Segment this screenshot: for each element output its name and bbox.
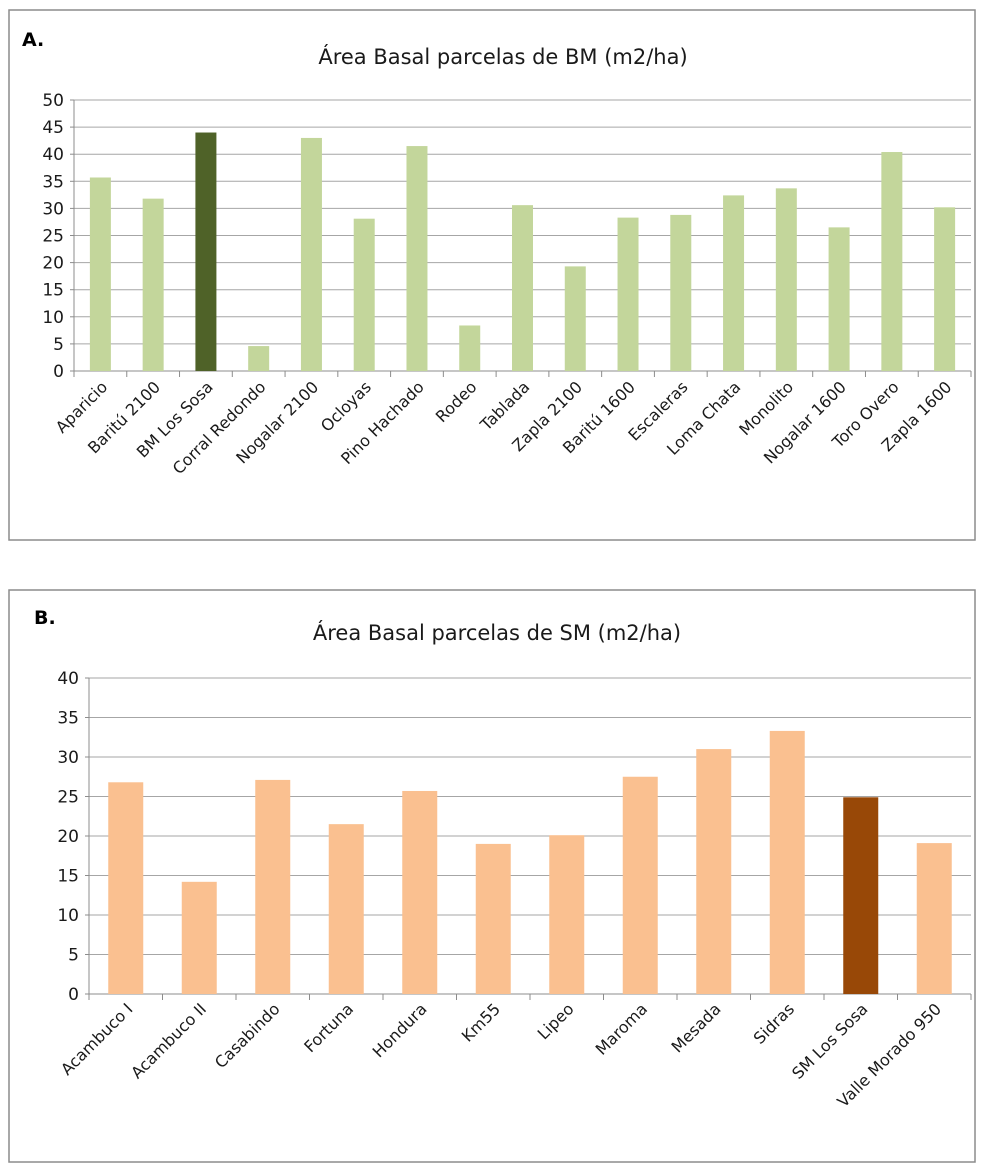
chart-a-y-tick-label: 20: [42, 254, 64, 274]
chart-b-y-tick-label: 35: [57, 709, 79, 729]
chart-a-bar: [775, 188, 797, 371]
chart-a-bar: [723, 195, 745, 371]
chart-b-y-tick-label: 15: [57, 867, 79, 887]
chart-a-bar: [353, 218, 375, 371]
chart-a-y-tick-label: 5: [53, 335, 64, 355]
chart-a-bar: [512, 205, 533, 371]
chart-b-y-tick-label: 0: [68, 985, 79, 1005]
chart-a-bar: [670, 214, 692, 371]
chart-a-bar: [89, 177, 111, 371]
chart-a-panel-label: A.: [22, 29, 44, 51]
chart-b-y-tick-label: 40: [57, 669, 79, 689]
chart-b-y-tick-label: 10: [57, 906, 79, 926]
chart-a-y-tick-label: 15: [42, 281, 64, 301]
chart-b-bar: [549, 835, 585, 994]
chart-b-title: Área Basal parcelas de SM (m2/ha): [313, 620, 681, 645]
chart-b-bar: [181, 881, 217, 994]
chart-a-bar: [195, 132, 217, 371]
chart-a-title: Área Basal parcelas de BM (m2/ha): [318, 44, 687, 69]
chart-b-bar: [402, 790, 438, 994]
chart-b-bar: [769, 730, 805, 994]
chart-a-y-tick-label: 40: [42, 145, 64, 165]
chart-a-y-tick-label: 45: [42, 118, 64, 138]
chart-b-panel-label: B.: [34, 607, 56, 629]
chart-a-bar: [617, 217, 639, 371]
chart-a-bar: [564, 266, 586, 371]
chart-a-y-tick-label: 25: [42, 227, 64, 247]
chart-a-y-tick-label: 10: [42, 308, 64, 328]
chart-b-bar: [255, 779, 291, 994]
chart-a-bar: [881, 152, 903, 371]
chart-b-bar: [696, 749, 732, 994]
chart-b-y-tick-label: 30: [57, 748, 79, 768]
chart-a-bar: [142, 198, 164, 371]
chart-a-bar: [406, 146, 428, 371]
chart-a-bar: [934, 207, 956, 371]
chart-b-bar: [843, 797, 879, 994]
chart-panel-b: B. Área Basal parcelas de SM (m2/ha) 0 5 1…: [8, 589, 976, 1163]
chart-a-bar: [828, 227, 850, 371]
chart-b-y-tick-label: 20: [57, 827, 79, 847]
chart-a-bar: [300, 137, 322, 371]
chart-b-bar: [475, 843, 511, 994]
chart-a-frame: [8, 9, 976, 541]
chart-b-bar: [916, 843, 952, 994]
chart-b-bar: [108, 782, 144, 994]
chart-a-bar: [459, 325, 481, 371]
chart-b-bar: [622, 776, 658, 994]
chart-b-y-tick-label: 5: [68, 946, 79, 966]
chart-a-bar: [248, 346, 270, 371]
chart-b-bar: [328, 824, 364, 994]
chart-a-y-tick-label: 30: [42, 199, 64, 219]
chart-a-y-tick-label: 50: [42, 91, 64, 111]
chart-a-y-tick-label: 35: [42, 172, 64, 192]
chart-b-y-tick-label: 25: [57, 788, 79, 808]
chart-panel-a: A. Área Basal parcelas de BM (m2/ha) 0 5 1…: [8, 9, 976, 541]
chart-a-y-tick-label: 0: [53, 362, 64, 382]
